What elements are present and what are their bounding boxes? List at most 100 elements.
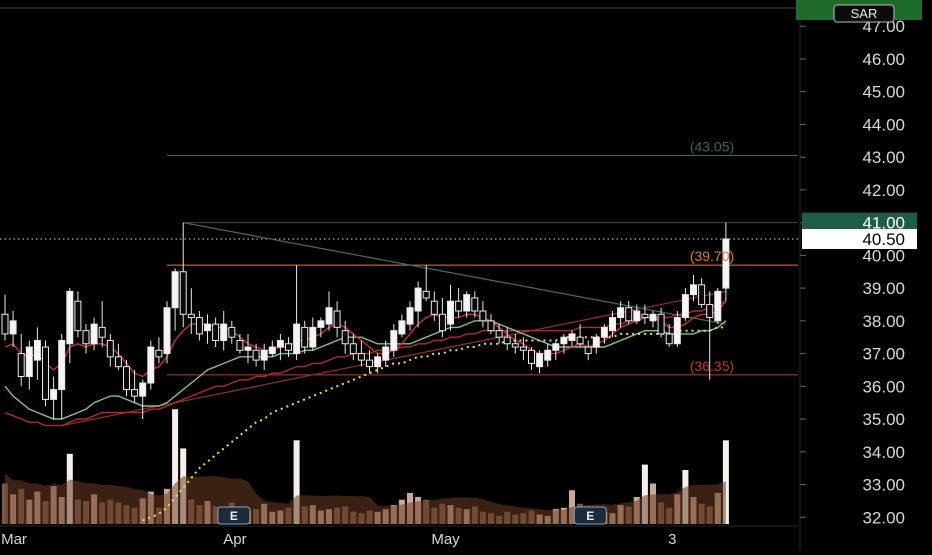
candle[interactable] [82, 324, 90, 354]
candle[interactable] [600, 324, 608, 344]
candle[interactable] [179, 222, 187, 328]
candle[interactable] [325, 291, 333, 331]
candle[interactable] [42, 340, 49, 406]
candle[interactable] [236, 333, 244, 354]
candle[interactable] [536, 350, 544, 374]
candle[interactable] [430, 291, 438, 321]
price-axis[interactable]: 32.00 33.00 34.00 35.00 36.00 37.00 38.00 39.00… [796, 0, 922, 550]
candle[interactable] [568, 330, 576, 348]
candle[interactable] [163, 301, 171, 364]
candle[interactable] [244, 333, 252, 364]
candle[interactable] [17, 333, 25, 387]
candle[interactable] [544, 343, 552, 367]
candle[interactable] [106, 333, 114, 367]
candle[interactable] [584, 340, 592, 361]
time-axis[interactable]: Mar Apr May 3 [0, 525, 798, 548]
candle[interactable] [560, 333, 568, 354]
candle[interactable] [9, 311, 17, 348]
candle[interactable] [471, 291, 479, 318]
candle[interactable] [285, 337, 292, 357]
candle[interactable] [301, 320, 309, 354]
candle[interactable] [114, 343, 122, 370]
candle[interactable] [609, 311, 616, 338]
candle[interactable] [341, 320, 349, 354]
candle[interactable] [503, 327, 511, 351]
candle[interactable] [495, 324, 503, 344]
candle[interactable] [447, 284, 454, 331]
candle[interactable] [722, 222, 730, 302]
candle[interactable] [479, 301, 487, 328]
candle[interactable] [633, 304, 641, 325]
earnings-marker[interactable]: E [217, 506, 251, 525]
candle[interactable] [406, 301, 414, 331]
candle[interactable] [366, 350, 373, 374]
candle[interactable] [155, 337, 163, 364]
candle[interactable] [382, 340, 390, 367]
candle[interactable] [617, 301, 625, 328]
candle[interactable] [147, 340, 155, 390]
candle[interactable] [276, 333, 284, 361]
candle[interactable] [592, 333, 600, 354]
horizontal-levels [0, 7, 798, 376]
candle[interactable] [309, 317, 317, 351]
candle[interactable] [228, 320, 236, 344]
candle[interactable] [519, 337, 527, 361]
candle[interactable] [398, 314, 406, 338]
candle[interactable] [414, 281, 422, 328]
candle[interactable] [139, 379, 147, 420]
candle[interactable] [1, 294, 9, 341]
candle[interactable] [714, 288, 722, 325]
candle[interactable] [641, 304, 649, 325]
candle[interactable] [90, 317, 98, 351]
candle[interactable] [463, 291, 471, 318]
candle[interactable] [252, 343, 260, 367]
candle[interactable] [66, 288, 74, 364]
candle[interactable] [98, 301, 106, 348]
candle[interactable] [220, 311, 228, 351]
candle[interactable] [268, 340, 276, 357]
candle[interactable] [673, 311, 681, 348]
candle[interactable] [390, 324, 398, 357]
candle-body [66, 290, 74, 345]
candle[interactable] [171, 268, 179, 331]
candle[interactable] [625, 301, 633, 325]
candle[interactable] [706, 291, 714, 380]
candle[interactable] [293, 265, 301, 361]
candle[interactable] [212, 317, 220, 348]
candle[interactable] [357, 340, 365, 367]
candle[interactable] [187, 288, 195, 334]
candle[interactable] [657, 307, 665, 338]
candle[interactable] [698, 278, 706, 308]
candle[interactable] [455, 288, 463, 318]
candle[interactable] [50, 376, 58, 420]
candle[interactable] [528, 347, 535, 370]
candle[interactable] [349, 333, 357, 361]
candle[interactable] [576, 324, 584, 348]
candle[interactable] [260, 343, 268, 370]
candle[interactable] [33, 327, 41, 380]
candle[interactable] [317, 317, 325, 338]
candle[interactable] [665, 324, 673, 348]
candle[interactable] [681, 288, 689, 321]
candle[interactable] [131, 369, 139, 403]
candle[interactable] [649, 311, 657, 328]
candle[interactable] [333, 301, 341, 338]
candles[interactable] [1, 222, 730, 420]
candle[interactable] [374, 353, 382, 374]
earnings-marker[interactable]: E [573, 506, 607, 525]
candle[interactable] [422, 265, 430, 302]
candle[interactable] [690, 275, 697, 302]
candle[interactable] [487, 314, 495, 334]
candle[interactable] [123, 360, 130, 397]
candle[interactable] [195, 311, 203, 341]
candle[interactable] [74, 291, 82, 338]
candle[interactable] [552, 340, 560, 361]
candle[interactable] [25, 340, 33, 390]
candle[interactable] [438, 297, 446, 338]
candle[interactable] [58, 333, 66, 420]
candle[interactable] [511, 333, 519, 354]
candle[interactable] [204, 314, 211, 344]
